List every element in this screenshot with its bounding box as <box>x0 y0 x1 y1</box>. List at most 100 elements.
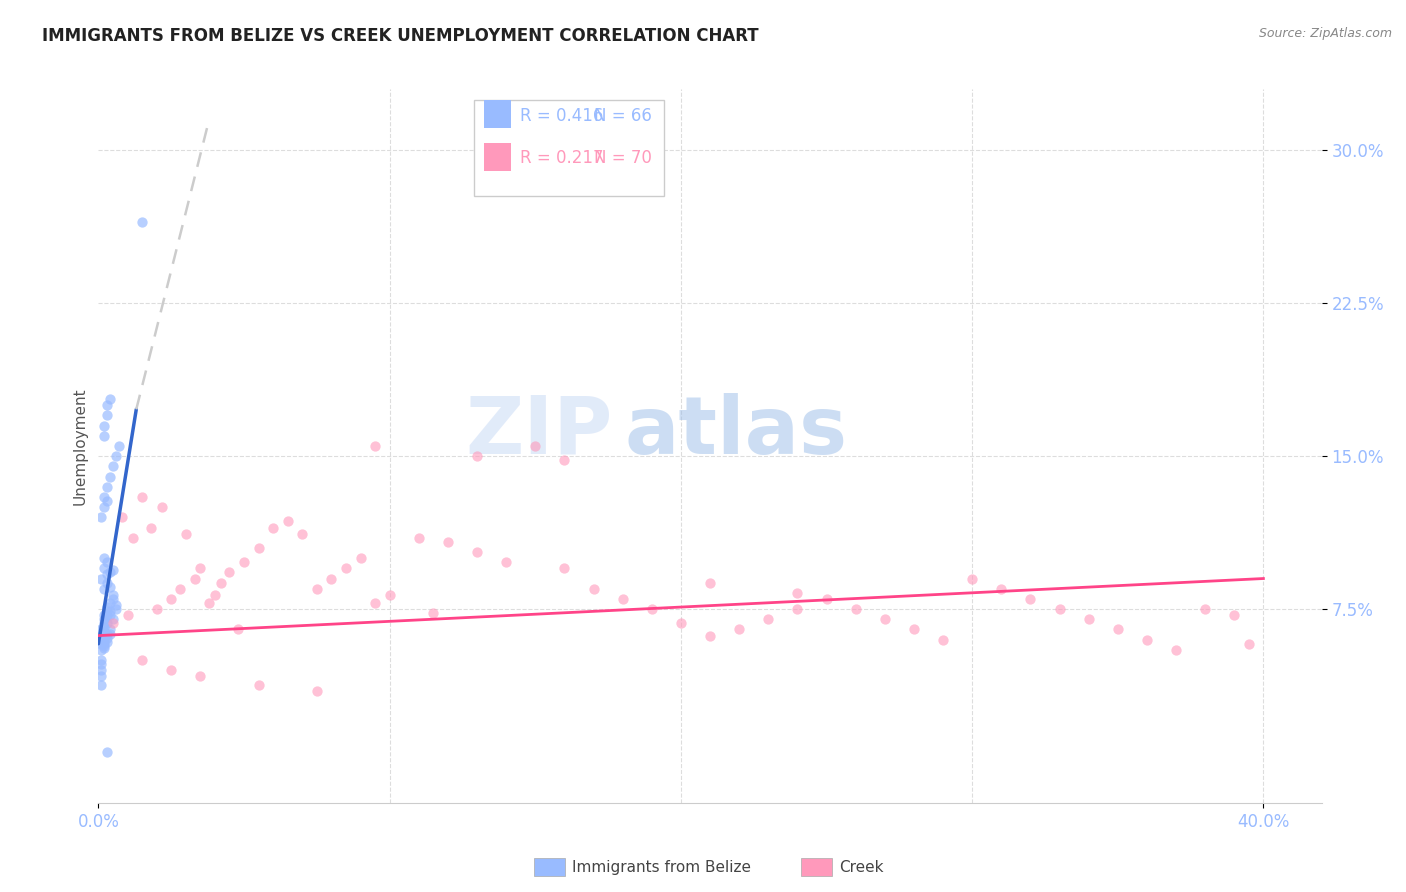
Point <box>90 510 112 524</box>
Point <box>93 629 115 643</box>
Point <box>174 526 197 541</box>
Point <box>131 653 153 667</box>
Point <box>305 582 328 596</box>
Point <box>93 632 115 647</box>
Point <box>93 418 115 433</box>
Point <box>96 567 118 582</box>
Text: Immigrants from Belize: Immigrants from Belize <box>572 860 751 874</box>
Point <box>364 439 387 453</box>
Point <box>96 631 118 645</box>
Point <box>93 637 115 651</box>
Point <box>93 608 115 623</box>
Point <box>226 623 249 637</box>
Point <box>96 626 118 640</box>
Point <box>582 582 605 596</box>
Point <box>1049 602 1071 616</box>
Point <box>93 561 115 575</box>
Point <box>93 429 115 443</box>
Point <box>305 683 328 698</box>
Point <box>90 629 112 643</box>
Point <box>93 620 115 634</box>
Point <box>98 392 121 406</box>
Point <box>96 480 118 494</box>
Point <box>408 531 430 545</box>
Point <box>378 588 401 602</box>
Point <box>960 572 983 586</box>
Point <box>669 616 692 631</box>
Point <box>218 566 240 580</box>
FancyBboxPatch shape <box>474 100 664 196</box>
Text: R = 0.217: R = 0.217 <box>520 150 605 168</box>
Point <box>990 582 1012 596</box>
Point <box>1019 591 1042 606</box>
Point <box>169 582 191 596</box>
Point <box>1164 643 1187 657</box>
Point <box>183 572 205 586</box>
Point <box>495 555 517 569</box>
Point <box>98 626 121 640</box>
Point <box>93 639 115 653</box>
Point <box>108 439 131 453</box>
Point <box>1223 608 1246 623</box>
Point <box>932 632 955 647</box>
Point <box>1107 623 1129 637</box>
Point <box>96 604 118 618</box>
Point <box>90 637 112 651</box>
Point <box>98 596 121 610</box>
Point <box>93 616 115 631</box>
Y-axis label: Unemployment: Unemployment <box>72 387 87 505</box>
Point <box>96 745 118 759</box>
Point <box>96 555 118 569</box>
Bar <box>484 143 510 171</box>
Point <box>93 624 115 639</box>
Point <box>104 449 127 463</box>
Point <box>188 561 212 575</box>
Point <box>93 490 115 504</box>
Point <box>247 541 270 555</box>
Point <box>104 598 127 612</box>
Point <box>90 572 112 586</box>
Text: Creek: Creek <box>839 860 884 874</box>
Point <box>1077 612 1099 626</box>
Point <box>152 500 174 515</box>
Point <box>93 551 115 566</box>
Point <box>262 520 284 534</box>
Point <box>728 623 751 637</box>
Point <box>96 398 118 412</box>
Point <box>104 602 127 616</box>
Point <box>98 604 121 618</box>
Point <box>641 602 664 616</box>
Point <box>98 566 121 580</box>
Point <box>247 677 270 691</box>
Point <box>188 669 212 683</box>
Point <box>612 591 634 606</box>
Point <box>524 439 547 453</box>
Point <box>1194 602 1216 616</box>
Point <box>699 629 721 643</box>
Point <box>90 677 112 691</box>
Point <box>786 602 808 616</box>
Point <box>90 623 112 637</box>
Point <box>98 580 121 594</box>
Point <box>437 534 460 549</box>
Point <box>845 602 868 616</box>
Point <box>209 575 232 590</box>
Point <box>96 494 118 508</box>
Point <box>117 608 139 623</box>
Point <box>756 612 779 626</box>
Point <box>96 634 118 648</box>
Point <box>101 616 124 631</box>
Point <box>903 623 925 637</box>
Text: Source: ZipAtlas.com: Source: ZipAtlas.com <box>1258 27 1392 40</box>
Point <box>93 500 115 515</box>
Point <box>1136 632 1159 647</box>
Point <box>93 629 115 643</box>
Bar <box>484 100 510 128</box>
Text: atlas: atlas <box>624 392 848 471</box>
Point <box>90 663 112 677</box>
Point <box>160 591 183 606</box>
Point <box>90 653 112 667</box>
Point <box>553 561 575 575</box>
Point <box>198 596 221 610</box>
Point <box>1237 637 1260 651</box>
